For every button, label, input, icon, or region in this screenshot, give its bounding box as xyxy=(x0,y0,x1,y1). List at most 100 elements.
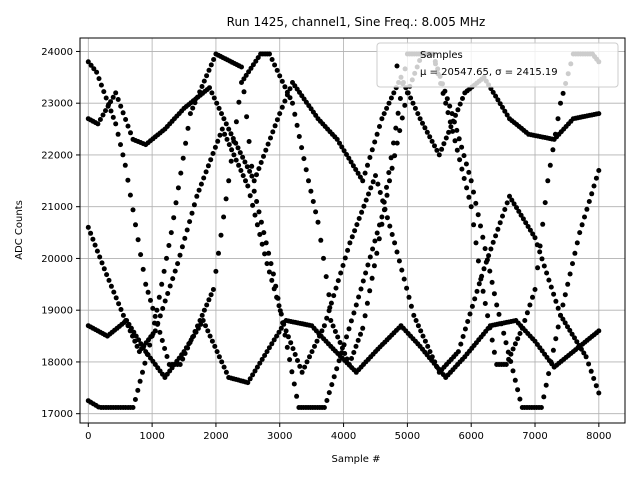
data-point xyxy=(500,213,505,219)
data-point xyxy=(270,129,276,135)
data-point xyxy=(272,62,278,68)
data-point xyxy=(266,345,272,351)
data-point xyxy=(496,311,502,317)
data-point xyxy=(534,242,540,248)
data-point xyxy=(522,318,528,323)
data-point xyxy=(326,292,332,298)
data-point xyxy=(255,55,261,61)
data-point xyxy=(367,155,373,160)
data-point xyxy=(394,140,400,146)
data-point xyxy=(376,236,382,242)
data-point xyxy=(512,377,518,383)
data-point xyxy=(399,115,405,121)
data-point xyxy=(593,175,599,181)
data-point xyxy=(570,261,575,267)
data-point xyxy=(276,303,282,309)
data-point xyxy=(466,169,472,175)
data-point xyxy=(493,93,499,99)
data-point xyxy=(226,178,232,184)
data-point xyxy=(507,193,512,199)
data-point xyxy=(171,215,177,221)
y-tick-label: 18000 xyxy=(41,357,73,368)
data-point xyxy=(110,114,116,120)
data-point xyxy=(134,343,140,349)
data-point xyxy=(527,302,533,308)
data-point xyxy=(312,343,317,349)
data-point xyxy=(95,121,101,127)
data-point xyxy=(548,284,554,290)
data-point xyxy=(292,352,298,357)
data-point xyxy=(351,310,357,316)
data-point xyxy=(161,268,167,274)
data-point xyxy=(168,230,174,236)
data-point xyxy=(135,237,141,243)
data-point xyxy=(489,279,495,285)
data-point xyxy=(367,288,373,294)
data-point xyxy=(589,191,595,197)
data-point xyxy=(156,294,162,300)
data-point xyxy=(542,200,548,206)
data-point xyxy=(203,323,208,329)
data-point xyxy=(500,104,505,110)
data-point xyxy=(468,178,474,184)
data-point xyxy=(321,323,327,329)
data-point xyxy=(247,193,253,199)
data-point xyxy=(223,196,229,202)
data-point xyxy=(192,100,198,106)
data-point xyxy=(101,89,107,95)
data-point xyxy=(345,247,351,253)
data-point xyxy=(488,246,494,252)
data-point xyxy=(247,376,253,382)
data-point xyxy=(309,349,315,355)
data-point xyxy=(466,194,472,200)
data-point xyxy=(482,246,488,252)
data-point xyxy=(374,131,380,137)
data-point xyxy=(259,241,265,247)
data-point xyxy=(465,319,471,324)
data-point xyxy=(461,176,467,181)
data-point xyxy=(246,139,252,144)
data-point xyxy=(125,177,131,183)
data-point xyxy=(415,323,421,329)
data-point xyxy=(504,112,510,118)
data-point xyxy=(233,119,239,125)
data-point xyxy=(256,166,262,172)
data-point xyxy=(216,354,222,360)
data-point xyxy=(204,302,210,308)
data-point xyxy=(520,216,526,222)
data-point xyxy=(540,221,546,227)
data-point xyxy=(436,152,442,158)
data-point xyxy=(92,242,98,248)
data-point xyxy=(111,289,117,295)
data-point xyxy=(307,354,312,360)
data-point xyxy=(219,359,225,365)
data-point xyxy=(291,381,297,387)
data-point xyxy=(120,152,126,158)
data-point xyxy=(486,253,492,259)
data-point xyxy=(392,240,398,246)
x-tick-label: 1000 xyxy=(139,431,164,442)
data-point xyxy=(405,90,411,96)
data-point xyxy=(274,294,280,300)
data-point xyxy=(337,140,342,146)
data-point xyxy=(230,136,236,141)
data-point xyxy=(471,189,476,195)
data-point xyxy=(420,333,426,339)
data-point xyxy=(122,162,128,168)
data-point xyxy=(244,164,250,170)
y-tick-label: 24000 xyxy=(41,47,73,58)
data-point xyxy=(555,116,561,122)
chart-title: Run 1425, channel1, Sine Freq.: 8.005 MH… xyxy=(227,15,486,29)
data-point xyxy=(157,329,163,335)
data-point xyxy=(364,300,370,306)
data-point xyxy=(560,316,566,322)
data-point xyxy=(218,232,224,238)
x-tick-label: 3000 xyxy=(267,431,292,442)
data-point xyxy=(348,318,354,324)
data-point xyxy=(545,178,551,184)
data-points xyxy=(85,51,602,410)
data-point xyxy=(394,249,400,255)
data-point xyxy=(471,222,477,228)
data-point xyxy=(402,102,408,108)
data-point xyxy=(290,100,295,106)
